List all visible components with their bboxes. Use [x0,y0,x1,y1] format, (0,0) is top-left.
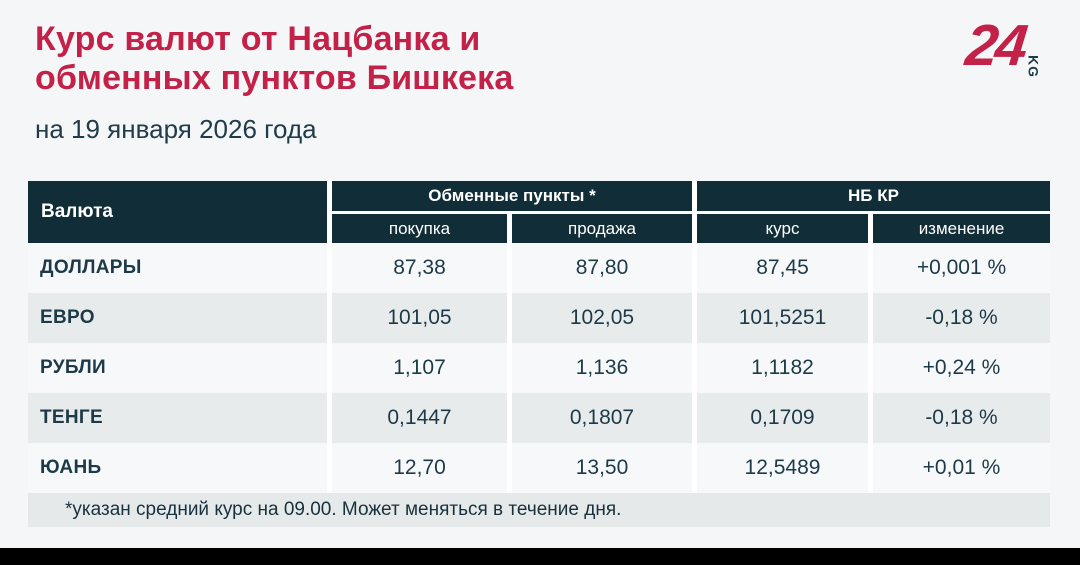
column-header-rate: курс [697,214,868,243]
logo-country-code: KG [1025,55,1042,78]
buy-value: 101,05 [332,293,507,343]
sell-value: 1,136 [512,343,692,393]
sell-value: 0,1807 [512,393,692,443]
logo-number: 24 [962,13,1028,78]
change-value: +0,01 % [873,443,1050,493]
currency-name: ТЕНГЕ [28,393,327,443]
column-header-sell: продажа [512,214,692,243]
table-row-dollars: ДОЛЛАРЫ 87,38 87,80 87,45 +0,001 % [28,243,1050,293]
sell-value: 87,80 [512,243,692,293]
column-header-buy: покупка [332,214,507,243]
buy-value: 87,38 [332,243,507,293]
date-subtitle: на 19 января 2026 года [35,114,317,144]
page-title-line1: Курс валют от Нацбанка и [35,20,481,58]
change-value: -0,18 % [873,293,1050,343]
currency-name: РУБЛИ [28,343,327,393]
table-row-euro: ЕВРО 101,05 102,05 101,5251 -0,18 % [28,293,1050,343]
change-value: -0,18 % [873,393,1050,443]
buy-value: 0,1447 [332,393,507,443]
table-row-tenge: ТЕНГЕ 0,1447 0,1807 0,1709 -0,18 % [28,393,1050,443]
group-header-national-bank: НБ КР [697,181,1050,211]
change-value: +0,24 % [873,343,1050,393]
change-value: +0,001 % [873,243,1050,293]
currency-rates-table: Валюта Обменные пункты * НБ КР покупка п… [28,181,1050,527]
buy-value: 12,70 [332,443,507,493]
rate-value: 1,1182 [697,343,868,393]
table-row-yuan: ЮАНЬ 12,70 13,50 12,5489 +0,01 % [28,443,1050,493]
rate-value: 101,5251 [697,293,868,343]
page-title-line2: обменных пунктов Бишкека [35,59,514,97]
table-header: Валюта Обменные пункты * НБ КР покупка п… [28,181,1050,243]
group-header-exchange-points: Обменные пункты * [332,181,692,211]
table-footnote: *указан средний курс на 09.00. Может мен… [28,493,1050,527]
rate-value: 87,45 [697,243,868,293]
currency-name: ЮАНЬ [28,443,327,493]
column-header-change: изменение [873,214,1050,243]
sell-value: 102,05 [512,293,692,343]
page-title: Курс валют от Нацбанка и обменных пункто… [35,20,514,98]
sell-value: 13,50 [512,443,692,493]
table-row-rubles: РУБЛИ 1,107 1,136 1,1182 +0,24 % [28,343,1050,393]
currency-name: ЕВРО [28,293,327,343]
brand-logo-24kg: 24 KG [962,13,1042,78]
currency-name: ДОЛЛАРЫ [28,243,327,293]
rate-value: 0,1709 [697,393,868,443]
bottom-black-bar [0,548,1080,565]
column-header-currency: Валюта [28,181,327,243]
buy-value: 1,107 [332,343,507,393]
rate-value: 12,5489 [697,443,868,493]
